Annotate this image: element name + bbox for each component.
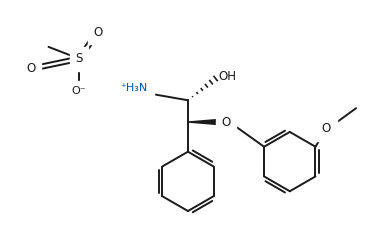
Text: O⁻: O⁻	[72, 86, 86, 96]
Text: S: S	[75, 52, 83, 65]
Text: ⁺H₃N: ⁺H₃N	[121, 83, 148, 93]
Text: OH: OH	[219, 70, 236, 83]
Text: O: O	[26, 62, 36, 75]
Text: O: O	[221, 116, 231, 128]
Polygon shape	[188, 120, 218, 124]
Text: O: O	[322, 123, 331, 135]
Text: O: O	[93, 26, 102, 39]
